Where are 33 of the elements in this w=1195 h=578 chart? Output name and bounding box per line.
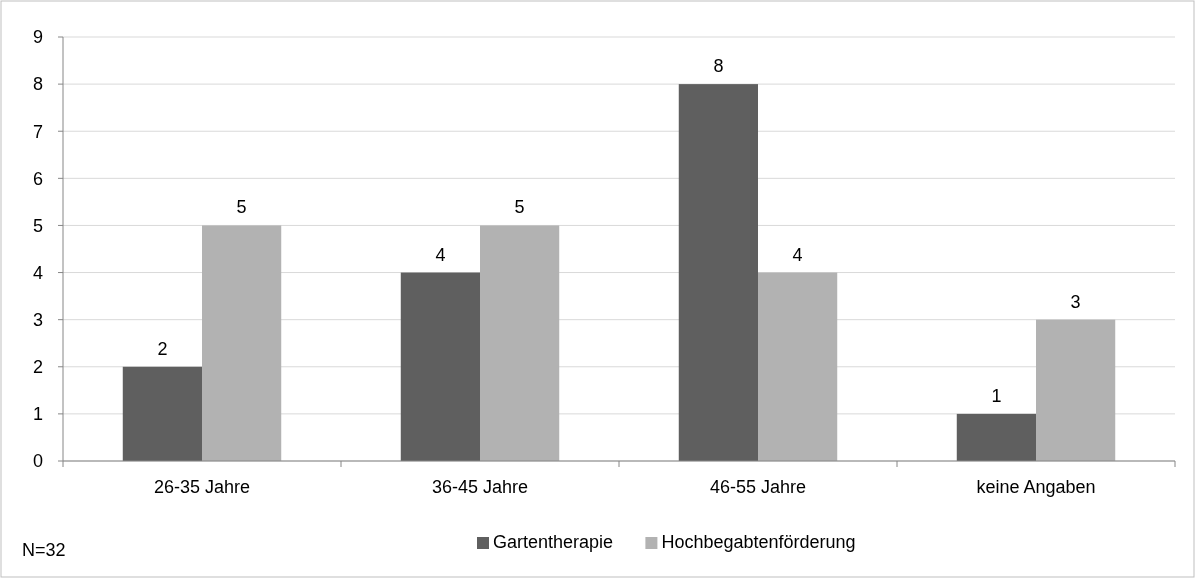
data-label: 1 [991, 385, 1002, 406]
y-tick-label: 0 [32, 451, 44, 472]
data-label: 5 [236, 197, 247, 218]
bar [678, 84, 758, 461]
data-label: 2 [157, 338, 168, 359]
y-tick-label: 1 [32, 404, 44, 425]
y-tick-label: 9 [32, 27, 44, 48]
y-tick-label: 6 [32, 168, 44, 189]
bar [956, 413, 1036, 461]
legend-label: Hochbegabtenförderung [661, 532, 856, 552]
data-label: 5 [514, 197, 525, 218]
x-tick-label: 46-55 Jahre [709, 477, 807, 497]
bar [758, 272, 838, 461]
x-tick-label: keine Angaben [976, 477, 1096, 497]
bar [1036, 319, 1116, 461]
bar [400, 272, 480, 461]
data-label: 3 [1070, 291, 1081, 312]
data-label: 4 [792, 244, 803, 265]
x-tick-label: 26-35 Jahre [153, 477, 251, 497]
y-tick-label: 8 [32, 74, 44, 95]
bar [202, 225, 282, 461]
text: N=32 [22, 540, 66, 560]
bar [122, 366, 202, 461]
legend-label: Gartentherapie [493, 532, 614, 552]
y-tick-label: 5 [32, 215, 44, 236]
x-tick-label: 36-45 Jahre [431, 477, 529, 497]
y-tick-label: 4 [32, 262, 44, 283]
bar [480, 225, 560, 461]
y-tick-label: 2 [32, 357, 44, 378]
data-label: 4 [435, 244, 446, 265]
data-label: 8 [713, 56, 724, 77]
y-tick-label: 7 [32, 121, 44, 142]
y-tick-label: 3 [32, 309, 44, 330]
